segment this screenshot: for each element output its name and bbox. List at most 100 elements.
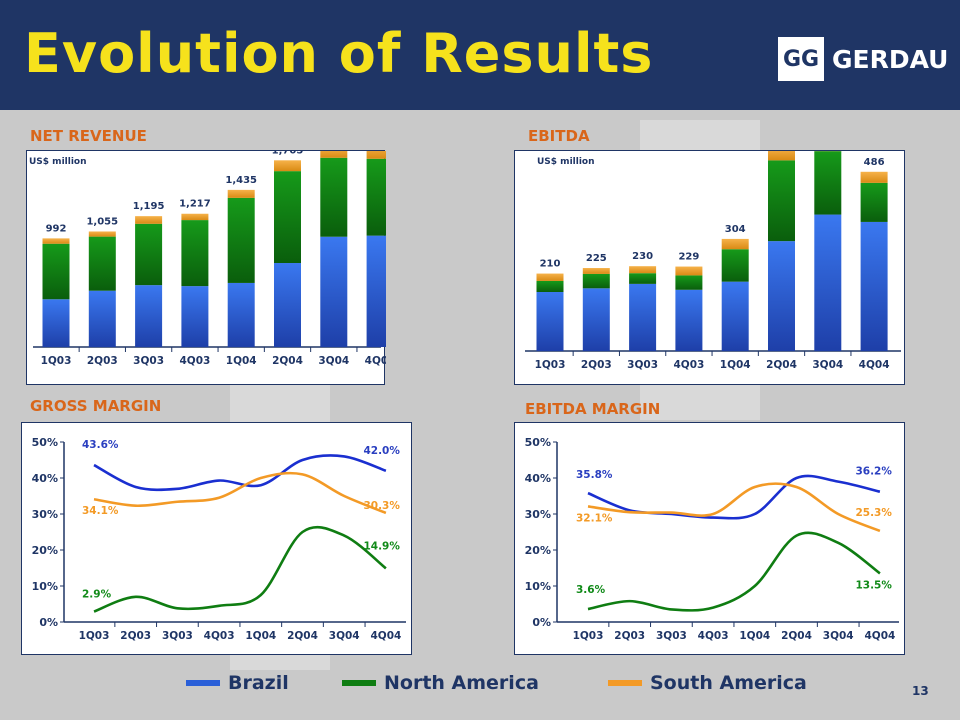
x-tick-label: 3Q03 (656, 630, 687, 642)
bar-north-america (721, 249, 749, 282)
data-label: 225 (586, 253, 607, 264)
net-revenue-title: NET REVENUE (30, 127, 147, 145)
y-tick-label: 0% (532, 616, 551, 629)
page-number: 13 (912, 684, 929, 698)
bar-north-america (629, 273, 657, 284)
y-tick-label: 0% (39, 616, 58, 629)
x-tick-label: 2Q03 (87, 355, 118, 367)
line-brazil (93, 454, 387, 492)
bar-brazil (320, 236, 348, 347)
bar-brazil (860, 221, 888, 351)
line-south-america (93, 471, 387, 515)
legend-item-south-america: South America (608, 672, 807, 694)
x-tick-label: 3Q04 (329, 630, 360, 642)
x-tick-label: 3Q03 (627, 359, 658, 371)
net-revenue-chart: US$ million 992 1Q03 1,055 2Q03 1,195 3Q03 1,21… (26, 150, 386, 385)
x-tick-label: 2Q03 (120, 630, 151, 642)
bar-south-america (320, 151, 348, 158)
legend-label: South America (650, 672, 807, 694)
y-tick-label: 40% (525, 472, 551, 485)
y-tick-label: 50% (525, 436, 551, 449)
data-label: 30.3% (363, 500, 400, 512)
x-tick-label: 2Q04 (781, 630, 812, 642)
data-label: 229 (678, 252, 699, 263)
unit-label: US$ million (29, 157, 87, 167)
bar-brazil (274, 263, 301, 347)
ebitda-margin-title: EBITDA MARGIN (525, 400, 661, 418)
data-label: 36.2% (855, 466, 892, 478)
bar-brazil (227, 282, 255, 347)
y-tick-label: 20% (525, 544, 551, 557)
line-south-america (587, 482, 881, 533)
bar-north-america (536, 280, 564, 292)
gross-margin-chart: 0% 10% 20% 30% 40% 50% 1Q03 2Q03 3Q03 4Q03 1Q04 2Q0… (21, 422, 412, 655)
bar-brazil (675, 289, 703, 351)
bar-north-america (227, 197, 255, 283)
header-bar: Evolution of Results GG GERDAU (0, 0, 960, 110)
bar-brazil (181, 286, 209, 347)
x-tick-label: 4Q03 (673, 359, 704, 371)
logo-text: GERDAU (832, 44, 949, 74)
legend-item-brazil: Brazil (186, 672, 289, 694)
y-tick-label: 10% (32, 580, 58, 593)
x-tick-label: 4Q04 (365, 355, 386, 367)
x-tick-label: 3Q03 (162, 630, 193, 642)
data-label: 43.6% (82, 439, 119, 451)
y-tick-label: 40% (32, 472, 58, 485)
bar-brazil (366, 235, 386, 347)
data-label: 230 (632, 251, 653, 262)
data-label: 304 (725, 224, 746, 235)
bar-south-america (721, 238, 749, 250)
data-label: 34.1% (82, 505, 119, 517)
bar-south-america (227, 189, 255, 198)
data-label: 2.9% (82, 589, 112, 601)
x-tick-label: 3Q04 (812, 359, 843, 371)
bar-south-america (135, 216, 163, 224)
x-tick-label: 1Q04 (226, 355, 257, 367)
ebitda-title: EBITDA (528, 127, 590, 145)
legend-label: Brazil (228, 672, 289, 694)
x-tick-label: 1Q04 (739, 630, 770, 642)
legend-swatch (342, 680, 376, 686)
x-tick-label: 3Q03 (133, 355, 164, 367)
y-tick-label: 30% (525, 508, 551, 521)
y-tick-label: 50% (32, 436, 58, 449)
data-label: 35.8% (576, 469, 613, 481)
bar-north-america (366, 158, 386, 236)
bar-brazil (42, 299, 70, 347)
bar-south-america (181, 213, 209, 221)
line-north-america (93, 525, 387, 613)
y-tick-label: 30% (32, 508, 58, 521)
bar-north-america (320, 157, 348, 237)
data-label: 1,055 (86, 216, 118, 227)
bar-north-america (42, 243, 70, 300)
y-tick-label: 10% (525, 580, 551, 593)
data-label: 992 (46, 223, 67, 234)
x-tick-label: 3Q04 (823, 630, 854, 642)
x-tick-label: 1Q03 (41, 355, 72, 367)
gerdau-logo: GG GERDAU (778, 37, 948, 81)
x-tick-label: 4Q04 (864, 630, 895, 642)
bar-brazil (768, 241, 795, 351)
bar-north-america (135, 223, 163, 286)
data-label: 25.3% (855, 507, 892, 519)
x-tick-label: 2Q03 (581, 359, 612, 371)
unit-label: US$ million (537, 157, 595, 167)
ebitda-margin-chart: 0% 10% 20% 30% 40% 50% 1Q03 2Q03 3Q03 4Q03 1Q04 2Q0… (514, 422, 905, 655)
x-tick-label: 2Q03 (614, 630, 645, 642)
data-label: 3.6% (576, 584, 606, 596)
x-tick-label: 4Q03 (179, 355, 210, 367)
bar-south-america (860, 171, 888, 183)
data-label: 1,195 (133, 201, 165, 212)
bar-brazil (629, 283, 657, 351)
bar-brazil (582, 288, 610, 351)
x-tick-label: 4Q03 (204, 630, 235, 642)
bar-north-america (675, 275, 703, 290)
bar-north-america (582, 273, 610, 289)
legend-label: North America (384, 672, 539, 694)
data-label: 210 (540, 259, 561, 270)
data-label: 14.9% (363, 540, 400, 552)
logo-mark: GG (778, 37, 824, 81)
bar-north-america (768, 160, 795, 242)
x-tick-label: 4Q04 (859, 359, 890, 371)
